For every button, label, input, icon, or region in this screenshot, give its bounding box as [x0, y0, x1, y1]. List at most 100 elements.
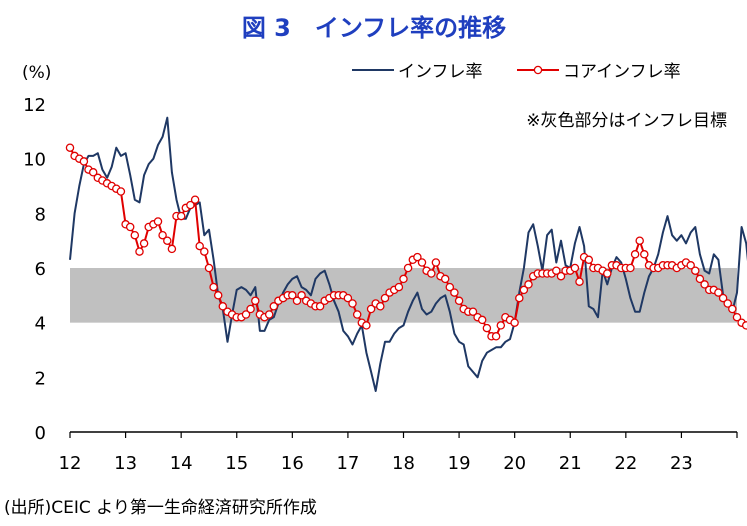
- data-point: [130, 230, 140, 240]
- data-point: [510, 318, 519, 327]
- y-tick-label: 2: [35, 368, 46, 389]
- y-tick-label: 0: [35, 423, 46, 444]
- data-point: [454, 296, 464, 306]
- data-point: [482, 323, 492, 333]
- legend: インフレ率 コアインフレ率: [352, 62, 681, 82]
- data-point: [700, 280, 709, 289]
- data-point: [315, 302, 325, 311]
- data-point: [190, 195, 200, 204]
- data-point: [403, 263, 413, 273]
- y-tick-label: 4: [35, 314, 46, 335]
- legend-item: インフレ率: [352, 62, 483, 82]
- x-tick-label: 12: [59, 453, 82, 474]
- data-point: [348, 299, 357, 308]
- data-point: [603, 269, 612, 278]
- data-point: [413, 252, 422, 262]
- x-tick-label: 18: [392, 453, 415, 474]
- data-point: [445, 282, 455, 292]
- data-point: [153, 217, 163, 226]
- data-point: [264, 310, 274, 319]
- data-point: [691, 266, 700, 275]
- chart-title: 図 3 インフレ率の推移: [242, 14, 506, 42]
- data-point: [515, 293, 524, 303]
- data-point: [556, 271, 566, 281]
- x-tick-label: 16: [281, 453, 304, 474]
- data-point: [297, 291, 306, 300]
- data-point: [584, 255, 594, 265]
- data-point: [195, 241, 204, 251]
- data-point: [163, 236, 172, 245]
- x-tick-label: 22: [614, 453, 637, 474]
- data-point: [362, 321, 371, 330]
- data-point: [570, 263, 580, 273]
- y-tick-label: 10: [23, 150, 46, 171]
- data-point: [200, 247, 209, 256]
- data-point: [352, 310, 362, 319]
- data-point: [741, 321, 747, 330]
- x-tick-label: 19: [448, 453, 471, 474]
- data-point: [292, 296, 302, 306]
- x-tick-label: 15: [225, 453, 248, 474]
- data-point: [366, 304, 376, 314]
- data-point: [209, 282, 218, 292]
- data-point: [167, 244, 177, 254]
- data-point: [213, 291, 223, 300]
- data-point: [519, 285, 529, 295]
- data-point: [695, 274, 705, 284]
- data-point: [440, 274, 450, 284]
- data-point: [176, 211, 186, 221]
- data-point: [524, 280, 533, 289]
- data-point: [732, 312, 742, 322]
- data-point: [116, 187, 126, 196]
- data-point: [468, 307, 478, 316]
- data-point: [79, 157, 89, 166]
- data-point: [380, 293, 390, 303]
- data-point: [125, 222, 135, 232]
- data-point: [376, 302, 385, 311]
- data-point: [269, 302, 279, 311]
- axes: 0 2 4 6 8 10 12 12 13 14 15 16 17 18 19 20 21 22 23: [23, 95, 738, 474]
- data-point: [640, 250, 649, 259]
- y-tick-label: 8: [35, 204, 46, 225]
- data-point: [241, 310, 251, 319]
- data-point: [288, 291, 297, 300]
- x-tick-label: 21: [559, 453, 582, 474]
- data-point: [417, 258, 427, 267]
- data-point: [718, 293, 728, 303]
- data-point: [491, 332, 501, 341]
- series-core-inflation: [65, 143, 747, 341]
- data-point: [496, 321, 506, 330]
- x-tick-label: 17: [336, 453, 359, 474]
- y-tick-label: 6: [35, 259, 46, 280]
- data-point: [246, 304, 255, 314]
- data-point: [450, 288, 459, 297]
- data-point: [626, 263, 635, 273]
- data-point: [186, 200, 195, 210]
- data-point: [158, 230, 167, 240]
- legend-marker: [533, 65, 543, 75]
- data-point: [477, 315, 487, 325]
- data-point: [204, 263, 214, 273]
- data-point: [575, 277, 584, 286]
- data-point: [135, 247, 144, 256]
- data-point: [723, 299, 732, 308]
- data-point: [630, 250, 640, 259]
- target-band-note: ※灰色部分はインフレ目標: [526, 111, 727, 131]
- data-point: [431, 258, 441, 267]
- data-point: [65, 143, 75, 152]
- data-point: [427, 269, 436, 278]
- data-point: [635, 236, 644, 245]
- legend-item: コアインフレ率: [517, 62, 681, 82]
- data-point: [343, 293, 353, 303]
- legend-label: コアインフレ率: [563, 62, 681, 82]
- y-tick-label: 12: [23, 95, 46, 116]
- x-tick-label: 14: [170, 453, 193, 474]
- data-point: [686, 261, 695, 270]
- y-axis-unit-label: (%): [22, 63, 51, 83]
- series-layer: [65, 116, 747, 392]
- data-point: [714, 288, 723, 297]
- data-point: [552, 266, 561, 275]
- source-note: (出所)CEIC より第一生命経済研究所作成: [4, 498, 317, 518]
